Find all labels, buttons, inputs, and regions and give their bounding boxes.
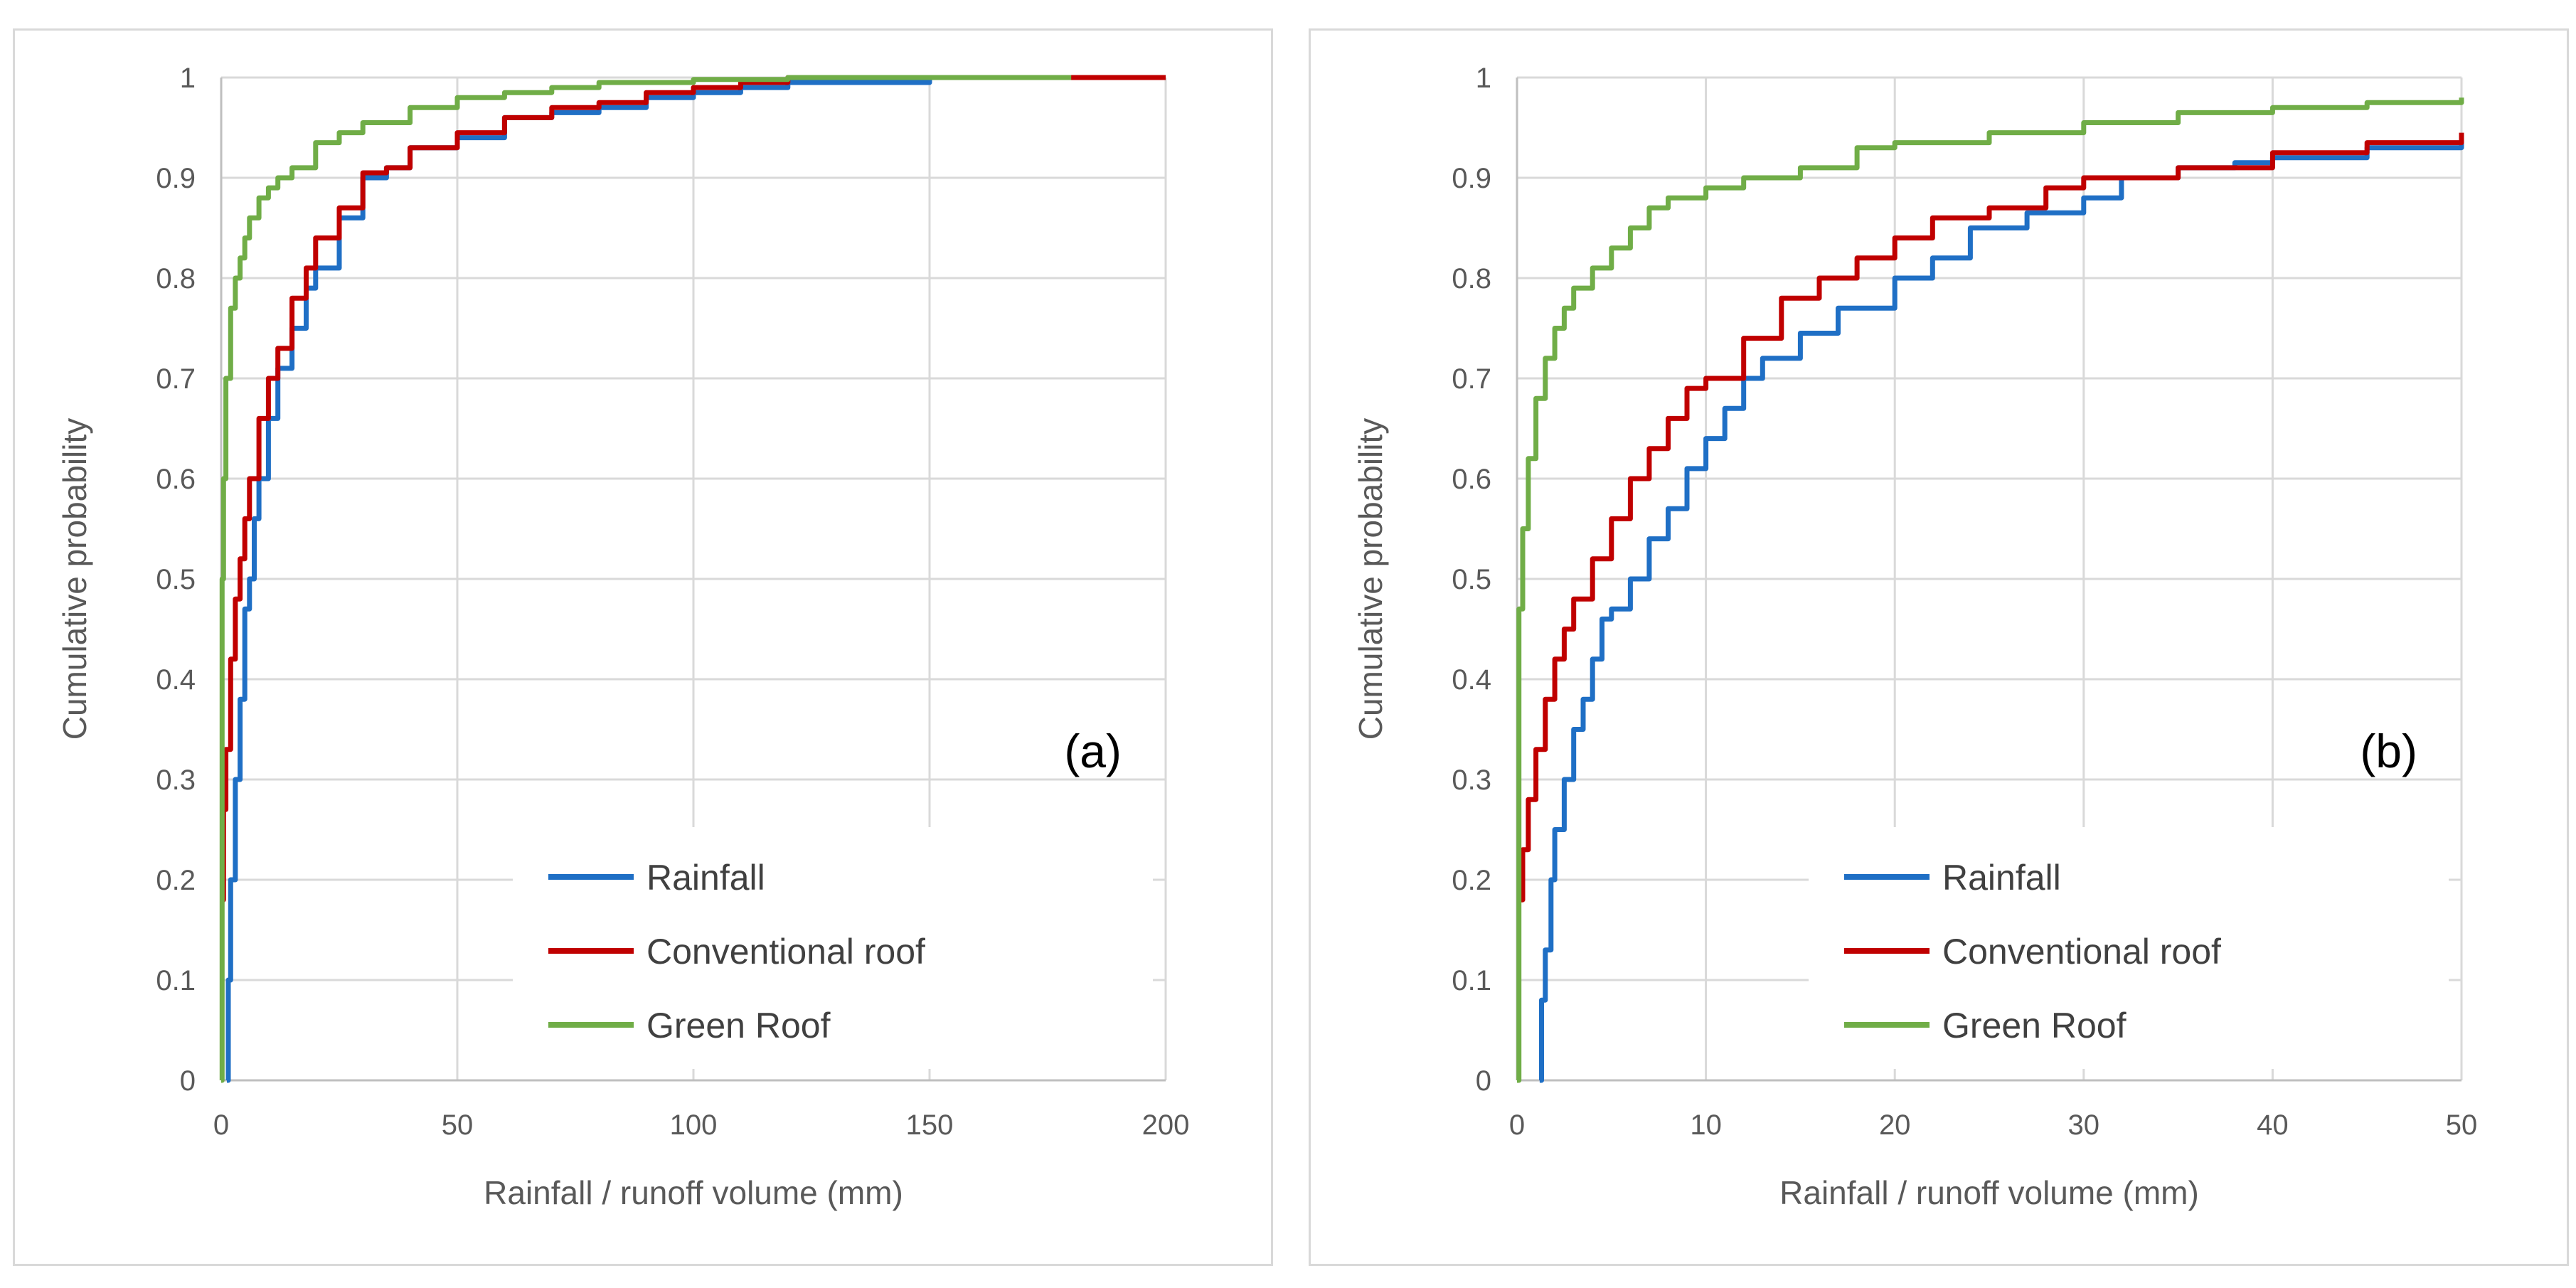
chart-a-legend-label: Green Roof — [646, 1006, 831, 1045]
chart-b-y-tick-label: 0.8 — [1452, 263, 1491, 294]
chart-b-y-tick-label: 0.5 — [1452, 564, 1491, 595]
chart-b-y-axis-title: Cumulative probability — [1352, 418, 1389, 740]
chart-b-y-tick-label: 0.1 — [1452, 965, 1491, 996]
chart-a-y-tick-label: 0.1 — [156, 965, 196, 996]
chart-a-y-axis-title: Cumulative probability — [56, 418, 93, 740]
chart-b-legend-label: Green Roof — [1942, 1006, 2127, 1045]
chart-a-y-tick-label: 0.2 — [156, 865, 196, 896]
chart-a-y-tick-label: 0.5 — [156, 564, 196, 595]
chart-b-x-tick-label: 20 — [1879, 1109, 1911, 1141]
chart-a-x-tick-label: 0 — [213, 1109, 229, 1141]
chart-a-x-axis-title: Rainfall / runoff volume (mm) — [484, 1174, 903, 1211]
chart-b-series-conventional-roof-line — [1518, 132, 2464, 903]
chart-b-x-tick-label: 40 — [2257, 1109, 2289, 1141]
chart-panel-b: 0 0.1 0.2 0.3 0.4 0.5 0.6 0.7 0.8 0.9 1 0 10 20 30 40 50… — [1309, 28, 2569, 1266]
chart-a-x-tick-label: 50 — [442, 1109, 474, 1141]
chart-b-legend-label: Conventional roof — [1942, 932, 2221, 972]
chart-a-series-conventional-roof-line — [220, 75, 1166, 903]
chart-b-series-rainfall-line — [1539, 137, 2464, 1083]
chart-a-series-green-roof-line — [219, 75, 1072, 1083]
chart-b-legend-label: Rainfall — [1942, 858, 2061, 898]
chart-a-y-tick-label: 0 — [180, 1065, 196, 1097]
chart-b-y-tick-label: 0 — [1476, 1065, 1491, 1097]
chart-a-panel-label: (a) — [1064, 725, 1122, 777]
chart-a-x-tick-label: 100 — [670, 1109, 718, 1141]
chart-b-y-tick-label: 0.6 — [1452, 464, 1491, 495]
chart-a-x-tick-label: 150 — [906, 1109, 954, 1141]
chart-a-y-tick-label: 1 — [180, 63, 196, 94]
chart-b-x-tick-label: 10 — [1690, 1109, 1722, 1141]
chart-b-y-tick-label: 0.4 — [1452, 664, 1491, 696]
chart-a-y-tick-label: 0.3 — [156, 765, 196, 796]
chart-a-legend-label: Rainfall — [646, 858, 765, 898]
chart-b-svg: 00.10.20.30.40.50.60.70.80.910 10 20 30 40 50… — [1352, 63, 2478, 1211]
chart-b-y-tick-label: 0.9 — [1452, 163, 1491, 194]
chart-a-svg: 0 0.1 0.2 0.3 0.4 0.5 0.6 0.7 0.8 0.9 1 0 50 100 150 20… — [56, 63, 1190, 1211]
chart-a-legend-label: Conventional roof — [646, 932, 925, 972]
chart-a-series-rainfall-line — [225, 75, 1166, 1083]
chart-b-x-tick-label: 50 — [2446, 1109, 2478, 1141]
chart-a-x-tick-label: 200 — [1142, 1109, 1190, 1141]
chart-b-y-tick-label: 0.7 — [1452, 363, 1491, 395]
chart-a-y-tick-label: 0.9 — [156, 163, 196, 194]
chart-b-x-tick-label: 0 — [1509, 1109, 1525, 1141]
chart-panel-a: 0 0.1 0.2 0.3 0.4 0.5 0.6 0.7 0.8 0.9 1 0 50 100 150 20… — [13, 28, 1273, 1266]
chart-a-y-tick-label: 0.7 — [156, 363, 196, 395]
chart-b-y-tick-label: 0.3 — [1452, 765, 1491, 796]
chart-b-panel-label: (b) — [2360, 725, 2417, 777]
chart-a-y-tick-label: 0.4 — [156, 664, 196, 696]
chart-b-x-axis-title: Rainfall / runoff volume (mm) — [1779, 1174, 2199, 1211]
chart-b-y-tick-label: 1 — [1476, 63, 1491, 94]
chart-a-y-tick-label: 0.6 — [156, 464, 196, 495]
chart-b-y-tick-label: 0.2 — [1452, 865, 1491, 896]
chart-a-y-tick-label: 0.8 — [156, 263, 196, 294]
chart-b-series-green-roof-line — [1516, 97, 2464, 1083]
chart-b-x-tick-label: 30 — [2068, 1109, 2100, 1141]
